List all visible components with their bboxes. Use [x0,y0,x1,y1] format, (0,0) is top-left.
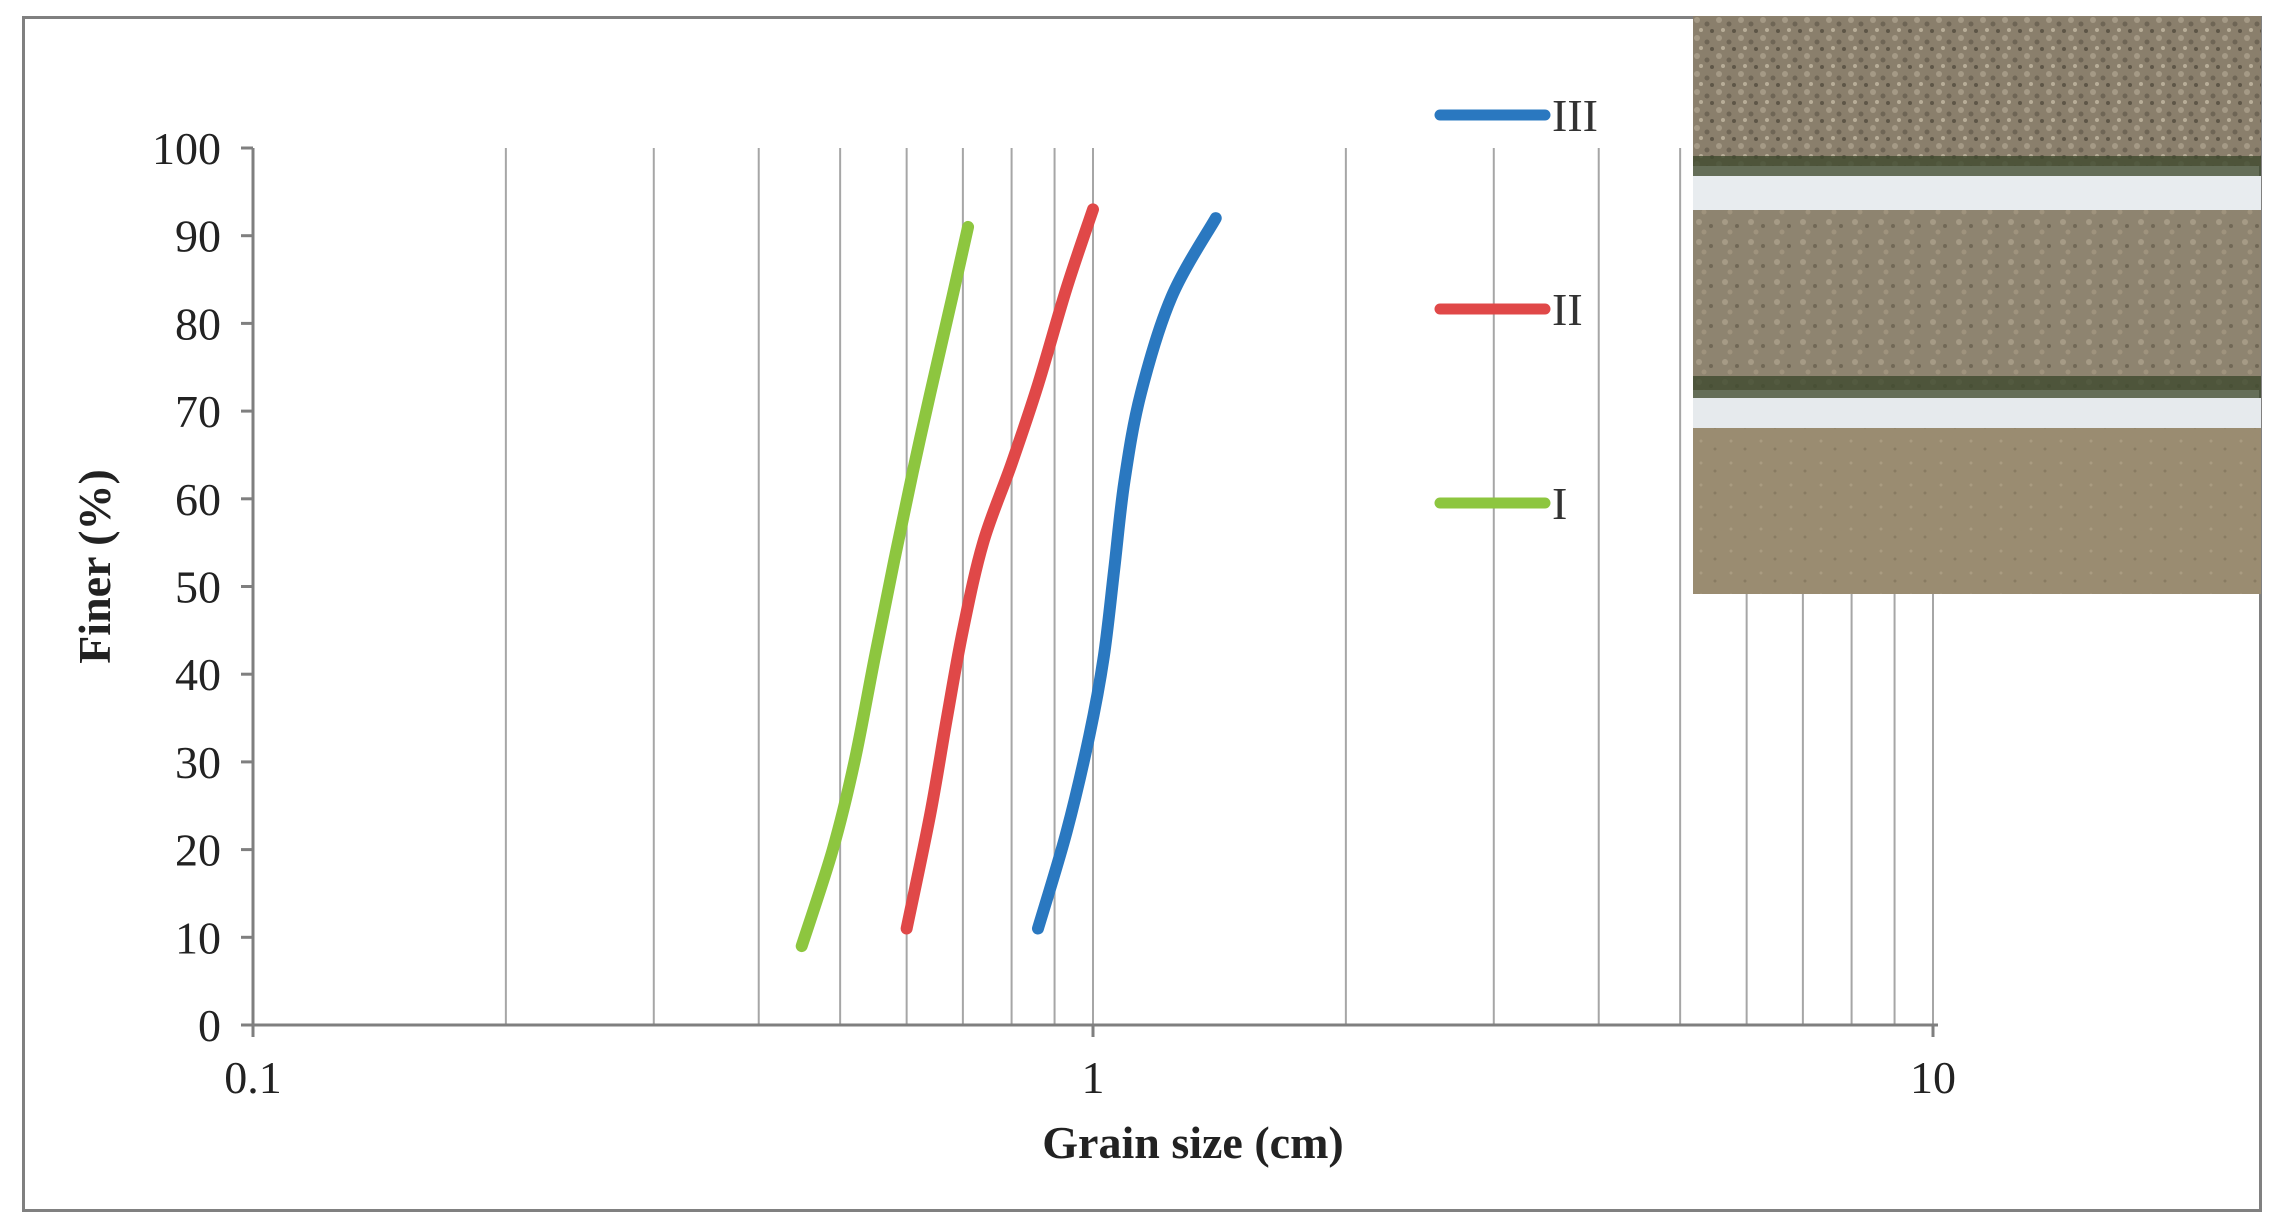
y-tick-label: 70 [175,386,221,437]
y-tick-labels: 0 10 20 30 40 50 60 70 80 90 100 [152,123,221,1051]
legend-label-I: I [1552,478,1567,529]
y-axis-title: Finer (%) [69,469,120,664]
layered-gravel-photo-icon [1693,16,2261,594]
x-tick-label: 0.1 [224,1052,282,1103]
axes [241,146,1938,1037]
x-tick-label: 10 [1910,1052,1956,1103]
y-tick-label: 40 [175,649,221,700]
series-line-II [900,203,1099,935]
series-line-III [1031,212,1222,935]
x-axis-title: Grain size (cm) [1042,1117,1343,1168]
y-tick-label: 100 [152,123,221,174]
y-tick-label: 60 [175,474,221,525]
y-tick-label: 10 [175,912,221,963]
x-tick-labels: 0.1 1 10 [224,1052,1956,1103]
grid-lines [504,148,1934,1025]
legend-label-II: II [1552,284,1583,335]
y-tick-label: 20 [175,825,221,876]
y-tick-label: 0 [198,1000,221,1051]
y-tick-label: 80 [175,298,221,349]
series-lines [795,203,1222,953]
series-line-I [795,220,975,953]
y-tick-label: 30 [175,737,221,788]
y-tick-label: 90 [175,211,221,262]
legend-label-III: III [1552,90,1598,141]
x-tick-label: 1 [1082,1052,1105,1103]
y-tick-label: 50 [175,562,221,613]
layered-gravel-photo [1693,16,2261,594]
